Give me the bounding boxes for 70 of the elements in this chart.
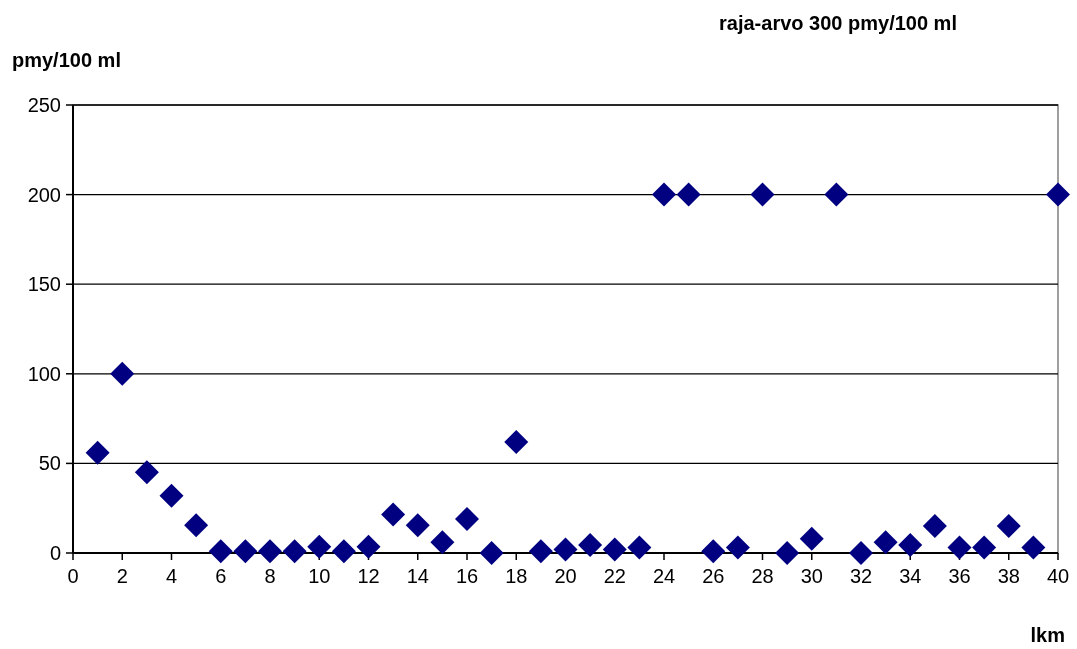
y-tick-label: 150 [27, 273, 61, 296]
point [676, 182, 701, 207]
point [775, 541, 800, 565]
point [110, 361, 135, 386]
x-tick-label: 34 [899, 565, 922, 587]
point [553, 537, 578, 562]
point [430, 530, 455, 555]
point [208, 539, 233, 564]
x-tick-label: 18 [505, 565, 528, 587]
point [455, 506, 479, 531]
point [652, 182, 676, 207]
x-tick-label: 38 [997, 565, 1020, 587]
x-tick-label: 14 [406, 565, 429, 587]
point [824, 182, 849, 207]
point [331, 539, 356, 564]
point [1046, 182, 1070, 207]
y-tick-label: 250 [27, 94, 61, 116]
point [799, 526, 824, 551]
point [282, 539, 307, 564]
point [922, 514, 947, 539]
point [725, 535, 750, 560]
x-tick-label: 12 [357, 565, 380, 587]
x-tick-label: 16 [455, 565, 479, 587]
point [947, 535, 972, 560]
point [85, 440, 110, 465]
x-tick-label: 28 [751, 565, 774, 587]
point [356, 534, 381, 559]
y-axis-title: pmy/100 ml [12, 49, 121, 71]
x-tick-label: 20 [554, 565, 577, 587]
point [504, 429, 529, 454]
x-tick-label: 10 [308, 565, 331, 587]
chart-title: raja-arvo 300 pmy/100 ml [719, 12, 957, 34]
y-tick-label: 200 [27, 183, 61, 206]
point [307, 534, 332, 559]
point [849, 541, 873, 565]
point [1021, 535, 1046, 560]
point [479, 541, 504, 565]
point [258, 539, 282, 564]
y-tick-label: 50 [38, 452, 61, 475]
x-tick-label: 22 [603, 565, 626, 587]
x-tick-label: 4 [165, 565, 178, 587]
x-tick-label: 0 [67, 565, 79, 587]
point [701, 539, 726, 564]
y-tick-label: 100 [27, 362, 61, 385]
point [898, 532, 923, 557]
point [184, 513, 209, 538]
point [750, 182, 775, 207]
x-tick-label: 32 [849, 565, 873, 587]
point [873, 530, 898, 555]
point [233, 539, 258, 564]
y-tick-label: 0 [49, 542, 61, 564]
point [578, 532, 603, 557]
point [159, 483, 184, 508]
point [602, 537, 627, 562]
x-tick-label: 24 [652, 565, 676, 587]
point [528, 539, 553, 564]
x-tick-label: 2 [116, 565, 128, 587]
x-tick-label: 40 [1046, 565, 1070, 587]
point [405, 513, 430, 538]
point [996, 514, 1021, 539]
x-tick-label: 30 [800, 565, 823, 587]
point [381, 502, 406, 527]
x-tick-label: 6 [215, 565, 227, 587]
x-tick-label: 8 [264, 565, 276, 587]
point [972, 535, 997, 560]
point [627, 535, 652, 560]
x-tick-label: 26 [702, 565, 725, 587]
point [134, 460, 159, 485]
x-axis-title: lkm [1030, 624, 1065, 646]
x-tick-label: 36 [948, 565, 971, 587]
